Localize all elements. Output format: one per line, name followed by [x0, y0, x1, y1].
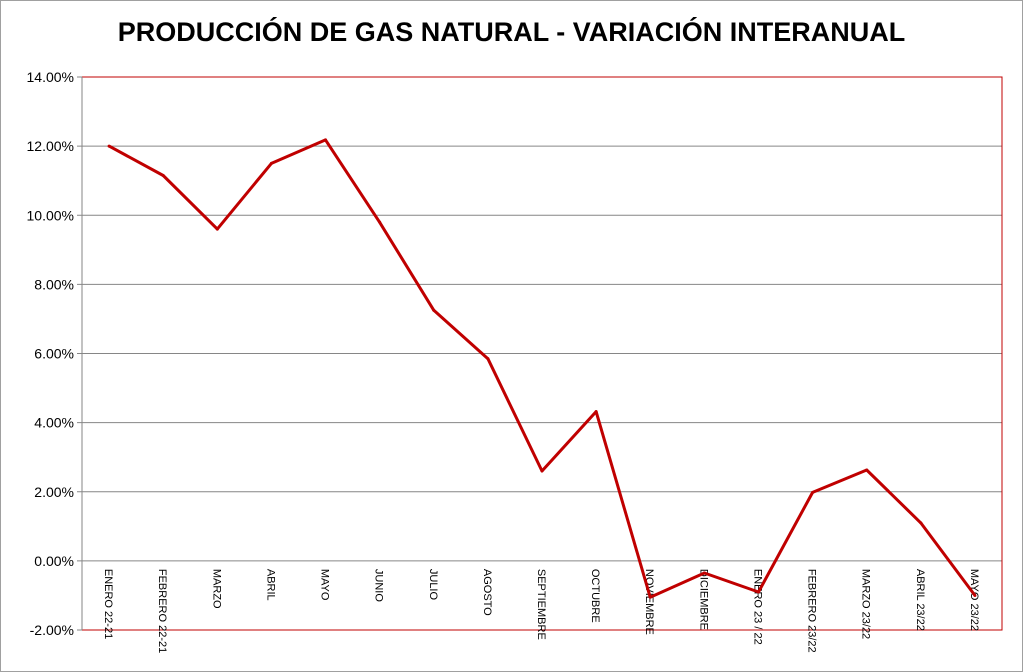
data-point [215, 227, 219, 231]
data-point [702, 571, 706, 575]
data-point [161, 174, 165, 178]
x-tick-label: ABRIL [264, 569, 276, 601]
x-tick-label: AGOSTO [481, 569, 493, 616]
y-tick-label: 10.00% [27, 207, 74, 223]
y-tick-label: 0.00% [34, 553, 74, 569]
x-tick-label: DICIEMBRE [697, 569, 709, 630]
data-point [324, 138, 328, 142]
x-tick-label: MARZO 23/22 [860, 569, 872, 639]
series-line [108, 138, 977, 599]
x-tick-label: MAYO 23/22 [968, 569, 980, 631]
x-tick-label: JUNIO [373, 569, 385, 602]
x-tick-label: OCTUBRE [589, 569, 601, 623]
y-tick-label: 12.00% [27, 138, 74, 154]
data-point [269, 161, 273, 165]
data-point [594, 410, 598, 414]
x-tick-label: JULIO [427, 569, 439, 601]
data-point [540, 469, 544, 473]
data-point [107, 144, 111, 148]
x-tick-label: ABRIL 23/22 [914, 569, 926, 631]
data-point [756, 590, 760, 594]
data-point [919, 521, 923, 525]
data-point [432, 308, 436, 312]
y-tick-label: 8.00% [34, 276, 74, 292]
y-tick-label: 2.00% [34, 484, 74, 500]
x-tick-label: FEBRERO 22-21 [156, 569, 168, 653]
x-tick-label: MAYO [319, 569, 331, 601]
x-tick-label: SEPTIEMBRE [535, 569, 547, 640]
data-point [486, 357, 490, 361]
y-tick-label: 14.00% [27, 69, 74, 85]
gridlines [82, 145, 1002, 562]
x-tick-label: MARZO [210, 569, 222, 609]
data-point [973, 593, 977, 597]
chart-title: PRODUCCIÓN DE GAS NATURAL - VARIACIÓN IN… [117, 17, 906, 47]
y-axis-ticks: -2.00% 0.00% 2.00% 4.00% 6.00% 8.00% 10.00% 12.… [27, 69, 82, 638]
x-tick-label: FEBRERO 23/22 [806, 569, 818, 653]
x-tick-label: ENERO 22-21 [102, 569, 114, 639]
y-tick-label: 4.00% [34, 415, 74, 431]
y-tick-label: 6.00% [34, 346, 74, 362]
data-point [648, 595, 652, 599]
x-axis-ticks: ENERO 22-21 FEBRERO 22-21 MARZO ABRIL MAYO JU… [102, 569, 980, 653]
data-point [865, 468, 869, 472]
data-point [378, 220, 382, 224]
x-tick-label: ENERO 23 / 22 [751, 569, 763, 645]
data-point [811, 490, 815, 494]
y-tick-label: -2.00% [30, 622, 74, 638]
